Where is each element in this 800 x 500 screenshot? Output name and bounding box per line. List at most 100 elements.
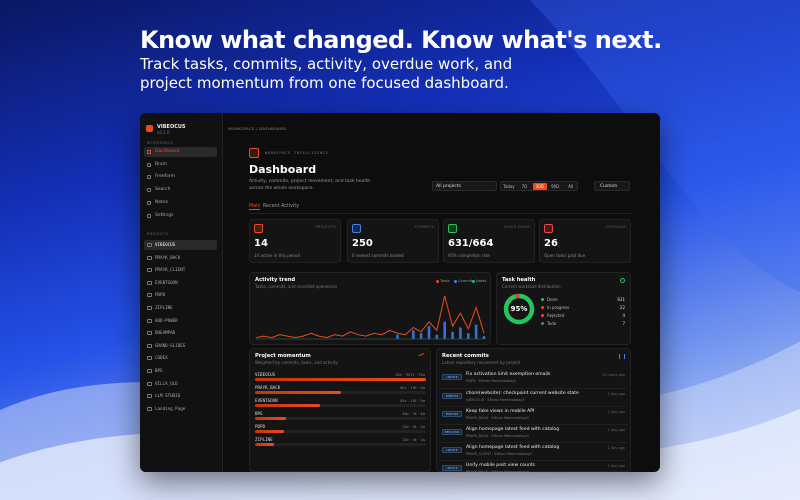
commit-time: 1 day ago xyxy=(607,410,625,414)
momentum-bar xyxy=(255,430,285,433)
chart-title: Task health xyxy=(502,277,536,283)
commit-bar xyxy=(396,334,399,339)
nav-label: Search xyxy=(155,187,171,193)
commit-row[interactable]: FEATURE Keep fake views in mobile API PRAY… xyxy=(440,406,627,423)
project-item[interactable]: EVENTGOON xyxy=(144,278,217,288)
project-item[interactable]: VILLA_OLD xyxy=(144,379,217,389)
commit-meta: PRAYK_BACK · Eltiran Mammadbayli xyxy=(466,434,529,438)
stat-value: 631/664 xyxy=(448,238,494,249)
project-item[interactable]: ZIPLINE xyxy=(144,303,217,313)
project-item[interactable]: DREAMPAD xyxy=(144,328,217,338)
nav-heading: WORKSPACE xyxy=(147,141,174,145)
commit-row[interactable]: REFACTOR Align homepage latest feed with … xyxy=(440,424,627,441)
nav-label: Settings xyxy=(155,212,174,218)
momentum-track xyxy=(255,443,426,446)
project-item[interactable]: PRAYK_CLIENT xyxy=(144,265,217,275)
commit-row[interactable]: UPDATE Unify mobile post view counts PRAYK… xyxy=(440,460,627,472)
commit-row[interactable]: UPDATE Fix activation limit exemption ema… xyxy=(440,370,627,386)
stat-value: 250 xyxy=(352,238,373,249)
nav-item[interactable]: Notes xyxy=(144,198,217,208)
folder-icon xyxy=(147,369,152,373)
nav-item[interactable]: Brain xyxy=(144,160,217,170)
range-button[interactable]: All xyxy=(568,184,574,189)
tab[interactable]: Recent Activity xyxy=(263,204,300,209)
project-name: CODEX xyxy=(155,355,168,361)
project-item[interactable]: VIBEOCUS xyxy=(144,240,217,250)
project-item[interactable]: ADD-POWER xyxy=(144,316,217,326)
project-item[interactable]: LLM STUDIO xyxy=(144,391,217,401)
trend-line xyxy=(255,295,485,339)
folder-icon xyxy=(147,343,152,348)
header-icon xyxy=(249,148,259,158)
range-button[interactable]: 90D xyxy=(551,184,560,189)
project-name: GRAND-SLIDES xyxy=(155,342,186,348)
commit-message: Align homepage latest feed with catalog xyxy=(466,427,560,432)
commit-row[interactable]: UPDATE Align homepage latest feed with ca… xyxy=(440,442,627,459)
commit-row[interactable]: WEBSITE chore(website): checkpoint curren… xyxy=(440,388,627,405)
project-name: PDPD xyxy=(155,292,166,298)
momentum-track xyxy=(255,404,426,407)
project-item[interactable]: CODEX xyxy=(144,353,217,363)
stat-note: 14 active in this period xyxy=(254,253,301,258)
commit-tag: UPDATE xyxy=(442,374,462,380)
folder-icon xyxy=(147,280,152,285)
project-filter[interactable]: All projects xyxy=(432,181,497,191)
momentum-bar xyxy=(255,404,320,407)
legend-label: Notes xyxy=(476,278,487,283)
custom-label: Custom xyxy=(600,184,618,189)
project-name: DREAMPAD xyxy=(155,330,176,336)
commit-message: Unify mobile post view counts xyxy=(466,463,536,468)
nav-item[interactable]: Dashboard xyxy=(144,147,217,157)
project-item[interactable]: PRAYK_BACK xyxy=(144,253,217,263)
folder-icon xyxy=(147,381,152,386)
nav-item[interactable]: Freeform xyxy=(144,172,217,182)
commit-time: 1 day ago xyxy=(607,392,625,396)
panel-subtitle: Latest repository movement by project xyxy=(442,360,521,365)
commit-tag: FEATURE xyxy=(442,411,462,417)
legend-value: 4 xyxy=(622,313,625,318)
stat-note: 0 newest commits loaded xyxy=(352,253,404,258)
project-item[interactable]: PDPD xyxy=(144,290,217,300)
project-name: BPG xyxy=(155,368,163,373)
nav-item[interactable]: Settings xyxy=(144,211,217,221)
project-item[interactable]: Landing Page xyxy=(144,404,217,414)
commit-time: 1 day ago xyxy=(607,446,625,450)
project-item[interactable]: BPG xyxy=(144,366,217,376)
chart-title: Project momentum xyxy=(255,353,311,359)
folder-icon xyxy=(147,356,152,361)
legend-swatch xyxy=(541,322,544,325)
commit-bar xyxy=(411,330,415,339)
stat-label: TASKS DONE xyxy=(503,225,530,229)
commit-bar xyxy=(451,331,454,339)
custom-range[interactable]: Custom xyxy=(594,181,630,191)
legend-value: 22 xyxy=(619,305,625,310)
stat-card: OVERDUE 26 Open tasks past due xyxy=(539,219,631,263)
commit-meta: VIBEOCUS · Eltiran Mammadbayli xyxy=(466,398,525,402)
range-button[interactable]: 7D xyxy=(521,184,528,189)
momentum-name: BPG xyxy=(255,411,263,416)
commit-meta: PRAYK_BACK · Eltiran Mammadbayli xyxy=(466,470,529,472)
project-item[interactable]: GRAND-SLIDES xyxy=(144,341,217,351)
stat-note: 95% completion rate xyxy=(448,253,490,258)
stat-value: 26 xyxy=(544,238,558,249)
task-health-card: Task health Current workload distribution… xyxy=(496,272,631,345)
project-name: EVENTGOON xyxy=(155,279,178,285)
refresh-icon[interactable] xyxy=(620,278,625,283)
legend-label: Rejected xyxy=(547,313,565,318)
range-button[interactable]: Today xyxy=(503,184,515,189)
folder-icon xyxy=(147,293,152,298)
commit-meta: PDPD · Eltiran Mammadbayli xyxy=(466,379,517,383)
nav-icon xyxy=(147,162,151,167)
legend-label: Commits xyxy=(458,278,474,283)
tab[interactable]: Main xyxy=(249,204,261,210)
nav-label: Brain xyxy=(155,161,167,167)
range-button[interactable]: 30D xyxy=(532,183,547,190)
nav-item[interactable]: Search xyxy=(144,185,217,195)
momentum-name: ZIPLINE xyxy=(255,437,273,442)
brand-logo xyxy=(146,125,153,132)
stat-card: COMMITS 250 0 newest commits loaded xyxy=(347,219,439,263)
app-window: VIBEOCUS v0.1.0 WORKSPACE Dashboard Brain Fre… xyxy=(140,113,660,472)
folder-icon xyxy=(147,394,152,399)
sidebar xyxy=(140,113,223,472)
nav-icon xyxy=(147,175,151,180)
